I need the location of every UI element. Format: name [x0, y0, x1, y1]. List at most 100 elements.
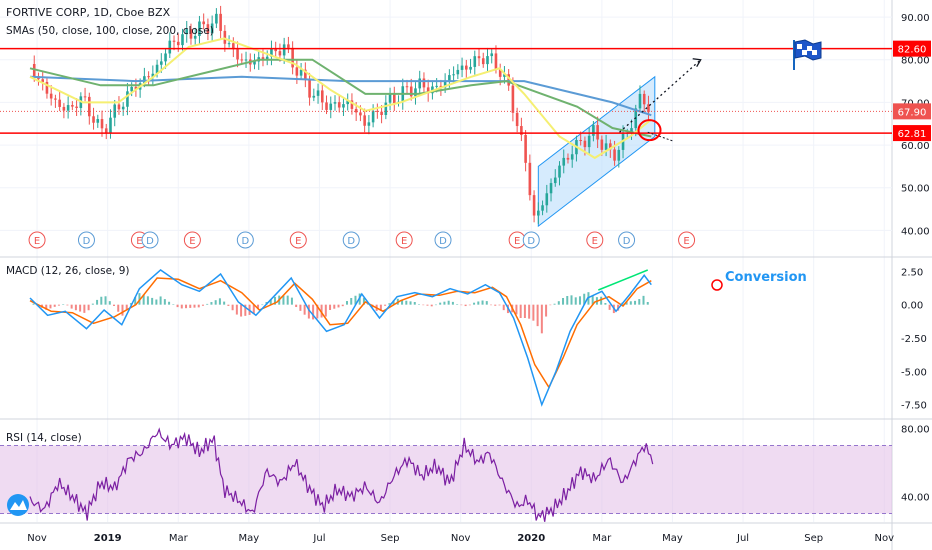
macd-histogram-bar: [32, 303, 35, 305]
candle-body: [325, 102, 328, 110]
x-tick-label: Sep: [381, 533, 400, 544]
macd-histogram-bar: [566, 296, 569, 305]
axes: 90.0080.0070.0060.0050.0040.002.500.00-2…: [27, 13, 931, 544]
candle-body: [524, 134, 527, 163]
macd-histogram-bar: [557, 301, 560, 305]
candle-body: [240, 59, 244, 61]
macd-histogram-bar: [604, 303, 607, 305]
macd-histogram-bar: [134, 296, 137, 305]
candle-body: [202, 21, 205, 25]
candle-body: [617, 149, 621, 161]
macd-histogram-bar: [333, 304, 336, 309]
candle-body: [58, 99, 61, 107]
macd-histogram-bar: [562, 298, 565, 305]
dividend-marker: [618, 231, 636, 249]
macd-histogram-bar: [532, 304, 535, 321]
macd-histogram-bar: [574, 297, 577, 305]
candle-body: [261, 57, 265, 60]
macd-histogram-bar: [257, 304, 260, 310]
candle-body: [83, 96, 87, 98]
candle-body: [316, 90, 320, 96]
macd-histogram-bar: [464, 304, 467, 307]
macd-histogram-bar: [70, 304, 73, 309]
macd-histogram-bar: [540, 304, 543, 334]
macd-histogram-bar: [45, 304, 48, 310]
macd-histogram-bar: [273, 296, 276, 305]
candle-body: [515, 112, 519, 127]
candle-body: [541, 205, 544, 211]
candle-body: [342, 104, 345, 108]
macd-histogram-bar: [299, 304, 302, 311]
candle-body: [193, 35, 197, 39]
macd-tick-label: 2.50: [901, 267, 923, 278]
macd-histogram-bar: [392, 300, 395, 305]
candle-body: [299, 69, 303, 76]
macd-histogram-bar: [456, 304, 459, 305]
candle-body: [469, 66, 472, 70]
macd-histogram-bar: [227, 304, 230, 306]
macd-histogram-bar: [159, 296, 162, 305]
macd-histogram-bar: [485, 301, 488, 305]
macd-histogram-bar: [261, 304, 264, 306]
event-marker-label: E: [189, 236, 195, 247]
divergence-line: [598, 269, 649, 291]
macd-tick-label: -2.50: [901, 334, 927, 345]
macd-histogram-bar: [490, 304, 493, 306]
macd-histogram-bar: [409, 301, 412, 305]
candle-body: [265, 56, 269, 60]
macd-histogram-bar: [468, 304, 471, 306]
macd-histogram-bar: [460, 304, 463, 306]
macd-histogram-bar: [155, 299, 158, 305]
candle-body: [537, 210, 540, 216]
event-marker-label: D: [527, 236, 535, 247]
macd-histogram-bar: [57, 304, 60, 306]
macd-histogram-bar: [83, 304, 86, 313]
candle-body: [545, 193, 549, 206]
candle-body: [409, 86, 413, 97]
macd-tick-label: -7.50: [901, 401, 927, 412]
event-marker-label: D: [241, 236, 249, 247]
macd-histogram-bar: [625, 301, 628, 305]
candle-body: [134, 86, 138, 90]
macd-histogram-bar: [74, 304, 77, 311]
x-tick-label: Sep: [804, 533, 823, 544]
candle-body: [532, 195, 536, 216]
macd-histogram-bar: [413, 302, 416, 305]
earnings-marker: [395, 231, 413, 249]
price-tick-label: 40.00: [901, 226, 930, 237]
candle-body: [278, 51, 282, 56]
dividend-marker: [522, 231, 540, 249]
candle-body: [350, 100, 354, 109]
highlight-circle: [637, 119, 662, 142]
candle-body: [384, 102, 388, 115]
dividend-marker: [77, 231, 95, 249]
event-marker-label: E: [683, 236, 689, 247]
candle-body: [189, 29, 193, 39]
candle-body: [477, 56, 481, 59]
candle-body: [223, 30, 227, 44]
candle-body: [126, 91, 129, 107]
macd-histogram-bar: [600, 296, 603, 305]
macd-histogram-bar: [295, 304, 298, 308]
candle-body: [45, 81, 49, 94]
x-tick-label: Mar: [592, 533, 612, 544]
macd-histogram-bar: [570, 295, 573, 305]
candle-body: [486, 56, 489, 65]
projection-arrow: [619, 59, 702, 133]
macd-histogram-bar: [176, 304, 179, 308]
candle-body: [520, 126, 523, 135]
x-tick-label: 2020: [517, 533, 545, 544]
macd-histogram-bar: [583, 293, 586, 305]
sma-legend: SMAs (50, close, 100, close, 200, close): [6, 25, 214, 37]
macd-histogram-bar: [345, 301, 348, 305]
tradingview-logo-icon: [7, 494, 29, 516]
candle-body: [168, 40, 172, 54]
candle-body: [583, 140, 587, 148]
price-tick-label: 80.00: [901, 56, 930, 67]
macd-histogram-bar: [494, 304, 497, 306]
candle-body: [100, 119, 104, 129]
x-tick-label: May: [239, 533, 260, 544]
macd-histogram-bar: [320, 304, 323, 318]
candle-body: [363, 115, 366, 126]
